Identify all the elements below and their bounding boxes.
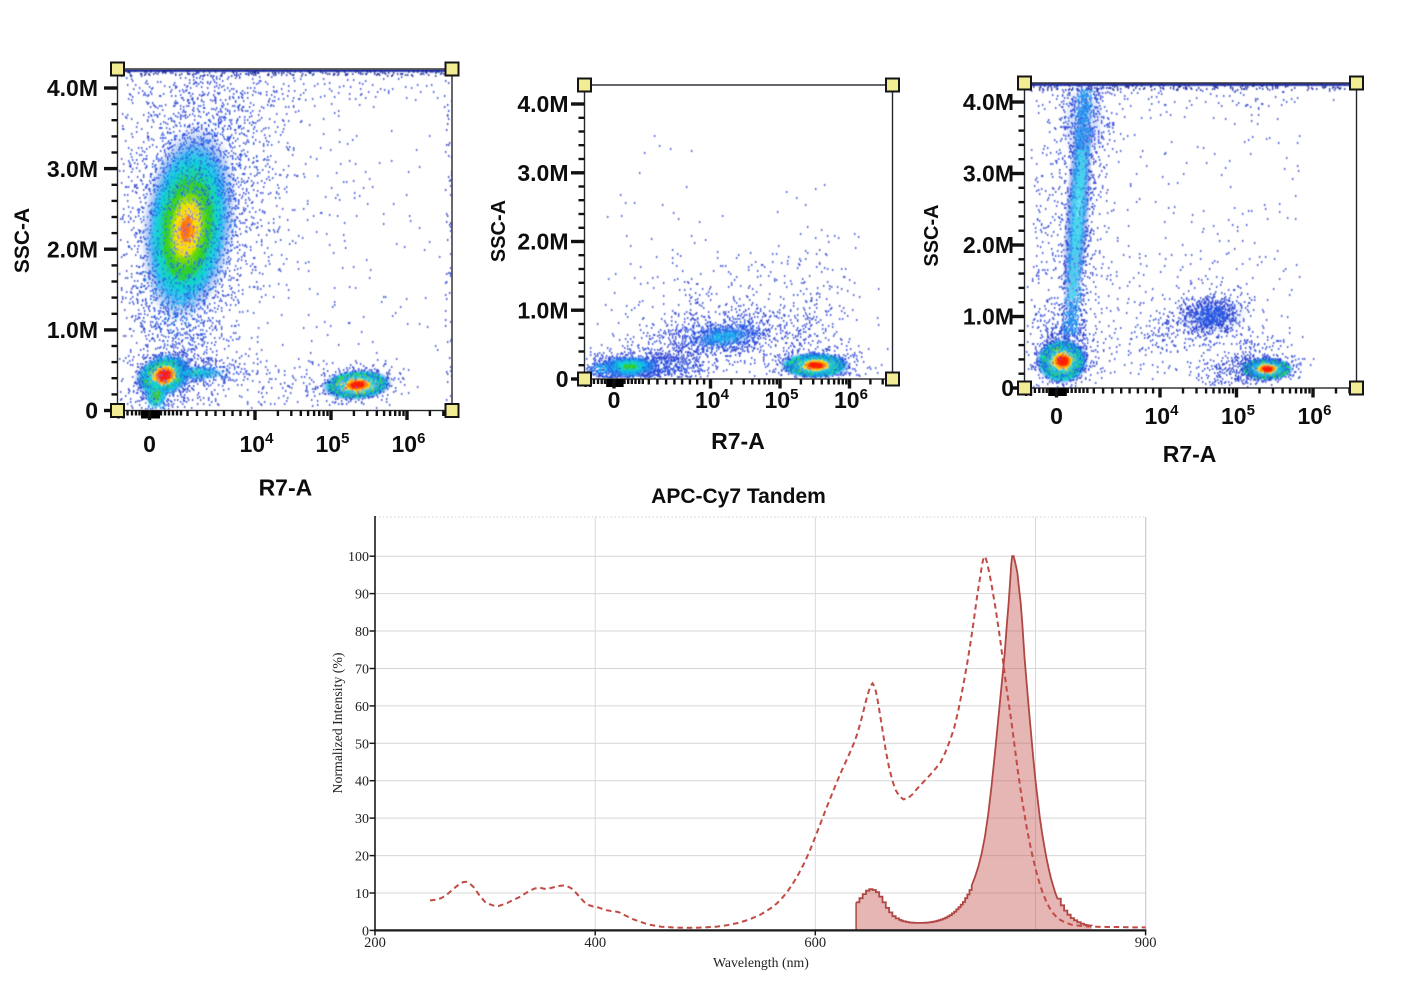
svg-text:2.0M: 2.0M (963, 232, 1014, 258)
svg-text:R7-A: R7-A (711, 428, 765, 454)
svg-text:50: 50 (355, 737, 369, 752)
svg-text:900: 900 (1135, 935, 1157, 951)
svg-text:80: 80 (355, 625, 369, 640)
svg-text:105: 105 (316, 430, 350, 457)
svg-text:3.0M: 3.0M (517, 160, 568, 186)
svg-text:SSC-A: SSC-A (488, 200, 510, 262)
svg-text:0: 0 (1050, 403, 1063, 429)
svg-text:200: 200 (364, 935, 386, 951)
svg-text:105: 105 (1221, 402, 1255, 429)
svg-text:100: 100 (348, 550, 369, 565)
svg-text:104: 104 (240, 430, 275, 457)
svg-text:0: 0 (556, 366, 569, 392)
svg-text:1.0M: 1.0M (47, 317, 98, 343)
svg-text:3.0M: 3.0M (47, 156, 98, 182)
svg-text:30: 30 (355, 812, 369, 827)
svg-text:40: 40 (355, 775, 369, 790)
svg-text:R7-A: R7-A (259, 475, 313, 501)
svg-text:0: 0 (362, 924, 369, 939)
svg-text:0: 0 (143, 431, 156, 457)
svg-text:APC-Cy7 Tandem: APC-Cy7 Tandem (651, 485, 826, 508)
svg-text:10: 10 (355, 887, 369, 902)
svg-text:106: 106 (834, 386, 868, 413)
svg-text:SSC-A: SSC-A (921, 204, 943, 266)
svg-text:4.0M: 4.0M (47, 75, 98, 101)
svg-text:104: 104 (1145, 402, 1180, 429)
svg-text:400: 400 (584, 935, 606, 951)
svg-text:R7-A: R7-A (1163, 441, 1217, 467)
svg-text:90: 90 (355, 588, 369, 603)
svg-text:Normalized Intensity (%): Normalized Intensity (%) (330, 653, 346, 794)
svg-text:SSC-A: SSC-A (11, 208, 34, 273)
svg-text:4.0M: 4.0M (517, 91, 568, 117)
svg-text:70: 70 (355, 663, 369, 678)
svg-text:104: 104 (695, 386, 730, 413)
svg-text:600: 600 (804, 935, 826, 951)
svg-text:0: 0 (1001, 375, 1014, 401)
svg-text:4.0M: 4.0M (963, 89, 1014, 115)
svg-text:105: 105 (765, 386, 799, 413)
svg-text:0: 0 (608, 387, 621, 413)
svg-text:0: 0 (85, 398, 98, 424)
svg-text:1.0M: 1.0M (517, 297, 568, 323)
svg-text:2.0M: 2.0M (47, 236, 98, 262)
svg-text:Wavelength (nm): Wavelength (nm) (713, 955, 809, 971)
svg-text:1.0M: 1.0M (963, 304, 1014, 330)
svg-text:60: 60 (355, 700, 369, 715)
svg-text:106: 106 (1298, 402, 1332, 429)
svg-text:106: 106 (392, 430, 426, 457)
svg-text:3.0M: 3.0M (963, 161, 1014, 187)
svg-text:20: 20 (355, 850, 369, 865)
svg-text:2.0M: 2.0M (517, 229, 568, 255)
